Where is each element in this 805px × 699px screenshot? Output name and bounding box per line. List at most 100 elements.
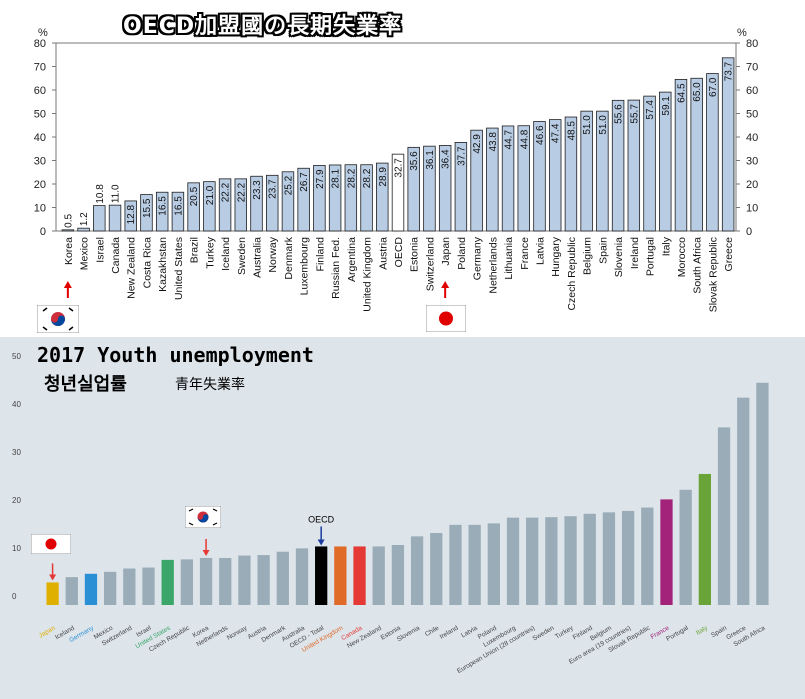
bar [360, 164, 373, 232]
x-tick-label: Netherlands [487, 237, 499, 294]
bar [526, 517, 539, 605]
x-tick-label: Lithuania [503, 237, 515, 280]
bar [276, 551, 289, 605]
data-label: 1.2 [79, 212, 90, 226]
data-label: 16.5 [158, 196, 169, 216]
x-tick-label: Sweden [532, 624, 556, 642]
y-tick-label-right: 70 [746, 62, 758, 74]
bar [756, 382, 769, 605]
bar [580, 110, 593, 232]
data-label: 43.8 [488, 132, 499, 152]
bar [281, 171, 295, 232]
bar [423, 145, 436, 232]
x-tick-label: United Kingdom [362, 237, 374, 312]
bar [487, 523, 500, 605]
bar [334, 546, 347, 605]
x-tick-label: Norway [267, 236, 279, 272]
bar [641, 507, 654, 605]
data-label: 20.5 [189, 186, 200, 206]
x-tick-label: Japan [440, 237, 452, 266]
bar [564, 516, 577, 605]
bar [372, 546, 385, 605]
x-tick-label: Czech Republic [566, 237, 578, 311]
data-label: 25.2 [283, 175, 294, 195]
data-label: 23.3 [252, 180, 263, 200]
youth-unemployment-panel: 2017 Youth unemployment 청년실업률 青年失業率 0 10 2… [0, 337, 805, 699]
x-tick-label: Italy [695, 624, 709, 636]
data-label: 11.0 [111, 184, 122, 203]
y-unit-left: % [38, 27, 48, 39]
y-tick-label-right: 10 [746, 203, 758, 215]
data-label: 12.8 [126, 204, 137, 224]
bar [717, 427, 731, 605]
data-label: 27.9 [315, 169, 326, 189]
data-label: 23.7 [268, 179, 279, 199]
bar [407, 146, 420, 232]
bar [203, 181, 216, 232]
x-tick-label: Luxembourg [299, 237, 311, 296]
y-tick-label-right: 20 [746, 179, 758, 191]
korea-flag-icon [184, 505, 222, 533]
bar [583, 513, 596, 605]
bar [93, 205, 106, 232]
bar [161, 559, 174, 605]
bar [77, 227, 90, 232]
x-tick-label: Iceland [220, 237, 232, 271]
data-label: 15.5 [142, 198, 153, 218]
bar [621, 510, 635, 605]
bar [234, 178, 248, 232]
data-label: 28.2 [362, 168, 373, 188]
bar [104, 571, 117, 605]
bar [140, 194, 153, 232]
x-tick-label: Poland [456, 237, 468, 270]
bar [187, 182, 200, 232]
bar [533, 121, 546, 232]
bar [344, 164, 358, 232]
bar [65, 577, 78, 605]
y-tick-label-right: 60 [746, 85, 758, 97]
bar [596, 110, 609, 232]
x-tick-label: France [519, 237, 531, 270]
data-label: 46.6 [535, 125, 546, 145]
x-tick-label: Ireland [439, 624, 460, 640]
bar [611, 99, 625, 232]
x-tick-label: OECD [393, 237, 405, 268]
data-label: 21.0 [205, 185, 216, 205]
x-tick-label: Costa Rica [141, 237, 153, 289]
x-tick-label: Australia [252, 237, 264, 278]
bar [737, 397, 750, 605]
bar [545, 517, 558, 605]
x-tick-label: Spain [597, 237, 609, 264]
x-tick-label: Kazakhstan [157, 237, 169, 292]
bar [391, 153, 405, 232]
bar [315, 546, 328, 605]
x-tick-label: Denmark [283, 236, 295, 279]
y-tick-label-right: 80 [746, 38, 758, 50]
bar [124, 200, 137, 232]
data-label: 35.6 [409, 151, 420, 171]
x-tick-label: Norway [226, 624, 249, 641]
bar [61, 229, 75, 232]
bar [430, 533, 443, 605]
y-tick-label: 10 [12, 544, 21, 553]
bar [627, 99, 641, 232]
x-tick-label: Turkey [554, 624, 575, 640]
bar [297, 167, 310, 232]
x-tick-label: Greece [723, 237, 735, 272]
y-tick-label-right: 40 [746, 132, 758, 144]
bar [199, 557, 213, 605]
x-tick-label: United States [173, 237, 185, 300]
bar [266, 174, 279, 232]
y-tick-label-right: 30 [746, 156, 758, 168]
bar [171, 191, 185, 232]
x-tick-label: Finland [314, 237, 326, 272]
bar [548, 119, 562, 232]
data-label: 36.4 [441, 149, 452, 169]
x-tick-label: Slovenia [613, 237, 625, 277]
y-tick-label-left: 80 [34, 38, 46, 50]
x-tick-label: Belgium [582, 237, 594, 275]
bar [84, 573, 98, 605]
y-tick-label-left: 40 [34, 132, 46, 144]
y-tick-label: 0 [12, 592, 17, 601]
bar [706, 73, 719, 232]
